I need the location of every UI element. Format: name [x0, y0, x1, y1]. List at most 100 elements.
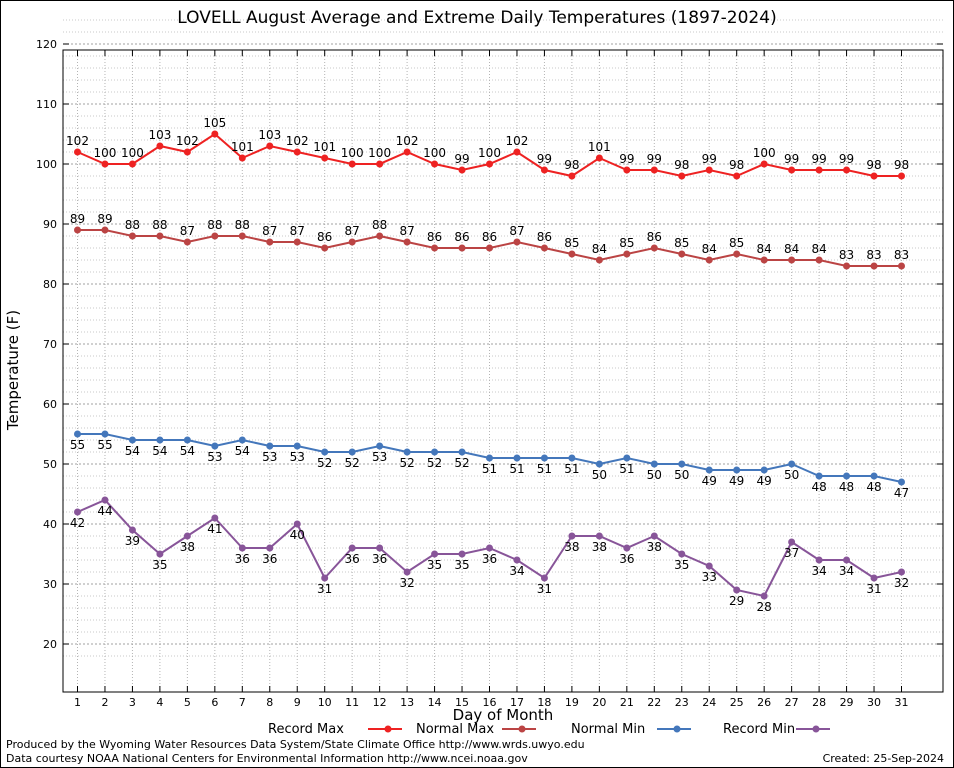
- data-label: 36: [372, 552, 387, 566]
- legend-label: Record Max: [268, 722, 344, 737]
- data-point: [595, 460, 603, 468]
- data-label: 49: [729, 474, 744, 488]
- legend-label: Record Min: [723, 722, 795, 737]
- data-point: [788, 460, 796, 468]
- data-point: [513, 454, 521, 462]
- data-label: 40: [290, 528, 305, 542]
- data-point: [431, 550, 439, 558]
- data-point: [623, 166, 631, 174]
- data-point: [403, 568, 411, 576]
- data-point: [128, 160, 136, 168]
- data-label: 54: [180, 444, 195, 458]
- data-label: 86: [454, 230, 469, 244]
- data-label: 83: [839, 248, 854, 262]
- data-label: 55: [97, 438, 112, 452]
- data-point: [486, 454, 493, 462]
- data-point: [650, 460, 658, 468]
- data-label: 84: [784, 242, 799, 256]
- data-label: 86: [482, 230, 497, 244]
- data-point: [540, 454, 548, 462]
- y-tick-label: 40: [43, 518, 57, 531]
- data-label: 100: [753, 146, 776, 160]
- data-point: [705, 256, 713, 264]
- data-label: 36: [262, 552, 277, 566]
- x-tick-label: 28: [812, 696, 826, 709]
- data-point: [623, 454, 631, 462]
- data-point: [211, 442, 219, 450]
- data-point: [211, 514, 219, 522]
- data-label: 35: [454, 558, 469, 572]
- data-label: 85: [619, 236, 634, 250]
- data-point: [815, 472, 823, 480]
- x-tick-label: 4: [156, 696, 163, 709]
- x-tick-label: 6: [211, 696, 218, 709]
- legend-label: Normal Min: [571, 722, 645, 737]
- data-point: [348, 544, 356, 552]
- data-label: 34: [839, 564, 854, 578]
- data-point: [540, 166, 548, 174]
- data-label: 99: [702, 152, 717, 166]
- y-tick-label: 60: [43, 398, 57, 411]
- data-label: 36: [482, 552, 497, 566]
- data-label: 100: [341, 146, 364, 160]
- data-label: 86: [427, 230, 442, 244]
- data-label: 37: [784, 546, 799, 560]
- x-tick-label: 31: [895, 696, 909, 709]
- data-label: 99: [784, 152, 799, 166]
- data-label: 34: [509, 564, 524, 578]
- data-point: [843, 472, 851, 480]
- x-tick-label: 22: [647, 696, 661, 709]
- footer-produced-by: Produced by the Wyoming Water Resources …: [6, 738, 585, 751]
- data-label: 52: [345, 456, 360, 470]
- data-point: [650, 244, 658, 252]
- data-label: 89: [97, 212, 112, 226]
- data-point: [678, 250, 686, 258]
- data-point: [101, 430, 109, 438]
- x-tick-label: 18: [537, 696, 551, 709]
- data-point: [843, 262, 851, 270]
- data-label: 36: [619, 552, 634, 566]
- data-point: [760, 592, 768, 600]
- data-point: [403, 148, 411, 156]
- data-point: [678, 172, 686, 180]
- data-label: 98: [894, 158, 909, 172]
- data-point: [568, 454, 576, 462]
- x-tick-label: 25: [730, 696, 744, 709]
- data-point: [760, 160, 768, 168]
- data-label: 52: [317, 456, 332, 470]
- data-point: [74, 430, 81, 438]
- data-point: [486, 160, 493, 168]
- x-tick-label: 23: [675, 696, 689, 709]
- data-point: [733, 466, 741, 474]
- data-point: [266, 238, 274, 246]
- data-point: [403, 238, 411, 246]
- data-label: 53: [262, 450, 277, 464]
- data-label: 36: [235, 552, 250, 566]
- x-tick-label: 1: [74, 696, 81, 709]
- data-label: 89: [70, 212, 85, 226]
- data-point: [321, 574, 329, 582]
- data-label: 86: [647, 230, 662, 244]
- data-point: [843, 556, 851, 564]
- data-label: 54: [125, 444, 140, 458]
- data-label: 101: [231, 140, 254, 154]
- data-point: [870, 262, 878, 270]
- data-point: [678, 550, 686, 558]
- data-label: 53: [290, 450, 305, 464]
- data-point: [266, 544, 274, 552]
- data-point: [238, 232, 246, 240]
- data-label: 100: [478, 146, 501, 160]
- data-label: 54: [235, 444, 250, 458]
- data-label: 103: [258, 128, 281, 142]
- data-point: [266, 142, 274, 150]
- data-label: 87: [180, 224, 195, 238]
- data-point: [293, 238, 301, 246]
- data-label: 53: [207, 450, 222, 464]
- data-point: [74, 148, 81, 156]
- data-label: 35: [152, 558, 167, 572]
- data-point: [293, 520, 301, 528]
- data-point: [595, 532, 603, 540]
- y-tick-label: 70: [43, 338, 57, 351]
- data-point: [74, 508, 81, 516]
